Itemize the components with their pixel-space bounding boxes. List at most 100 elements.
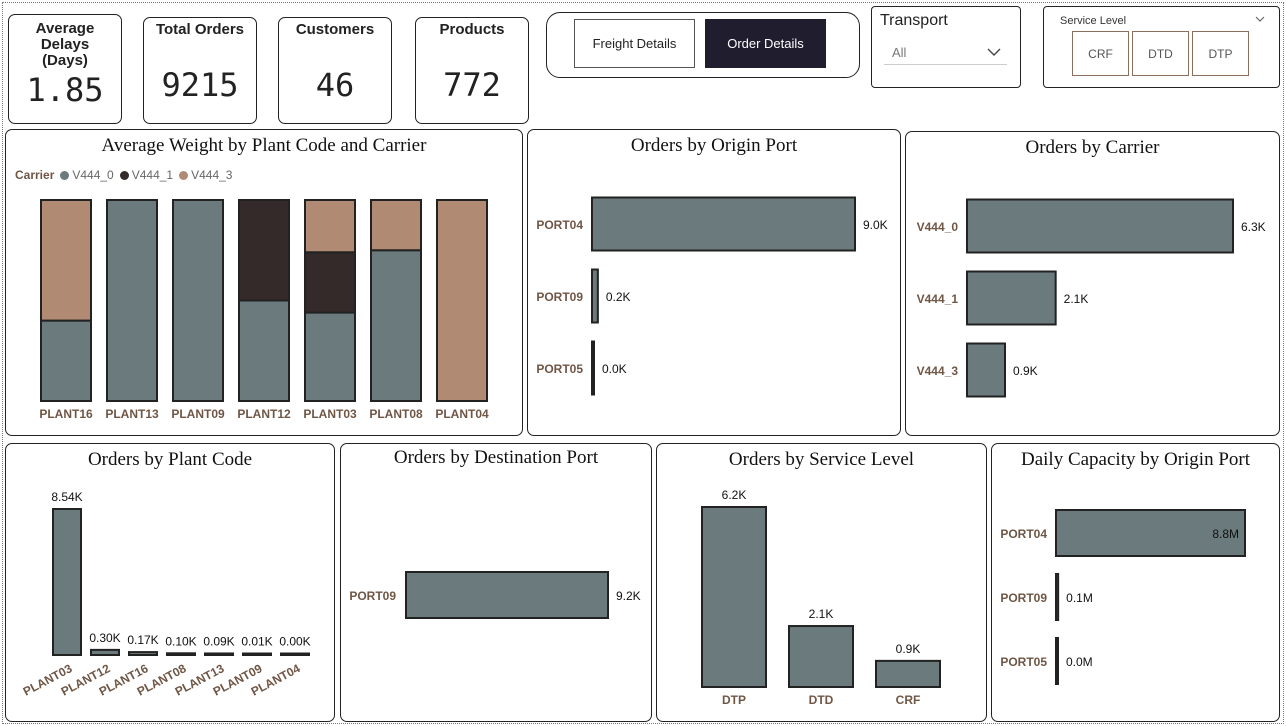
data-label: 8.8M	[1212, 527, 1239, 541]
kpi-card-total-orders: Total Orders 9215	[143, 17, 257, 124]
kpi-label: Total Orders	[155, 21, 245, 38]
kpi-label: Customers	[295, 21, 375, 38]
kpi-card-avg-delays: Average Delays (Days) 1.85	[8, 14, 122, 124]
orders-origin-panel: Orders by Origin Port PORT04 9.0K PORT09 0.…	[527, 129, 901, 436]
freight-details-button[interactable]: Freight Details	[574, 19, 695, 68]
chart-title: Average Weight by Plant Code and Carrier	[101, 135, 427, 156]
bar-segment	[436, 199, 488, 402]
kpi-value: 46	[315, 66, 355, 104]
category-label: PLANT13	[105, 407, 159, 421]
category-label: PORT09	[1000, 591, 1047, 605]
bar-segment	[304, 199, 356, 254]
legend-item: V444_3	[179, 168, 232, 182]
data-label: 2.1K	[1064, 292, 1089, 306]
transport-dropdown[interactable]: All	[884, 38, 1007, 65]
bar	[591, 196, 856, 252]
chart-title: Daily Capacity by Origin Port	[1020, 449, 1251, 470]
data-label: 0.0M	[1066, 655, 1093, 669]
service-level-option-crf[interactable]: CRF	[1072, 31, 1129, 76]
daily-capacity-chart: PORT04 8.8M PORT09 0.1M PORT05 0.0M	[1000, 509, 1246, 685]
page-navigator: Freight Details Order Details	[546, 12, 860, 78]
category-label: CRF	[896, 693, 921, 707]
data-label: 0.9K	[896, 642, 921, 656]
data-label: 0.30K	[89, 631, 120, 645]
kpi-value: 772	[443, 66, 501, 104]
orders-dest-chart: PORT09 9.2K	[349, 571, 641, 619]
category-label: PLANT03	[303, 407, 357, 421]
data-label: 6.2K	[722, 488, 747, 502]
orders-service-panel: Orders by Service Level 6.2K DTP 2.1K DTD 0.…	[656, 443, 987, 722]
orders-dest-panel: Orders by Destination Port PORT09 9.2K	[340, 443, 652, 722]
data-label: 0.01K	[241, 635, 272, 649]
chevron-down-icon[interactable]	[1255, 16, 1265, 23]
data-label: 8.54K	[51, 490, 82, 504]
service-level-option-dtd[interactable]: DTD	[1132, 31, 1189, 76]
legend-item: V444_1	[119, 168, 173, 182]
bar-segment	[172, 199, 224, 402]
category-label: V444_3	[917, 364, 959, 378]
bar-segment	[370, 249, 422, 402]
bar-segment	[304, 311, 356, 402]
bar	[1055, 509, 1246, 557]
orders-carrier-panel: Orders by Carrier V444_0 6.3K V444_1 2.1K V4…	[905, 131, 1280, 436]
daily-capacity-panel: Daily Capacity by Origin Port PORT04 8.8M…	[991, 443, 1280, 722]
kpi-label: Average Delays (Days)	[35, 20, 95, 69]
order-details-button[interactable]: Order Details	[705, 19, 826, 68]
chevron-down-icon	[987, 48, 1001, 56]
bar	[966, 198, 1234, 254]
service-level-slicer: Service Level CRF DTD DTP	[1043, 6, 1280, 88]
chart-title: Orders by Origin Port	[630, 135, 798, 156]
category-label: PLANT12	[237, 407, 291, 421]
category-label: PORT05	[536, 362, 583, 376]
bar	[90, 648, 120, 657]
bar	[166, 652, 196, 657]
bar-segment	[238, 299, 290, 402]
category-label: V444_0	[917, 220, 959, 234]
service-level-option-dtp[interactable]: DTP	[1192, 31, 1249, 76]
avg-weight-chart: PLANT16 PLANT13 PLANT09 PLANT12 PLANT03 PLANT…	[39, 199, 489, 421]
bar-segment	[370, 199, 422, 252]
chart-title: Orders by Plant Code	[87, 449, 253, 470]
category-label: V444_1	[917, 292, 959, 306]
bar	[204, 652, 234, 657]
bar	[966, 342, 1006, 398]
data-label: 0.10K	[165, 634, 196, 648]
category-label: PORT09	[349, 589, 396, 603]
orders-carrier-chart: V444_0 6.3K V444_1 2.1K V444_3 0.9K	[917, 198, 1266, 398]
bar	[1055, 573, 1060, 621]
category-label: PORT04	[536, 218, 583, 232]
kpi-value: 9215	[161, 66, 239, 104]
bar	[701, 506, 767, 688]
orders-service-chart: 6.2K DTP 2.1K DTD 0.9K CRF	[701, 488, 941, 707]
bar	[1055, 637, 1059, 685]
category-label: PLANT09	[171, 407, 225, 421]
legend-title: Carrier	[15, 168, 55, 182]
orders-origin-chart: PORT04 9.0K PORT09 0.2K PORT05 0.0K	[536, 196, 888, 396]
bar	[280, 652, 310, 656]
chart-title: Orders by Carrier	[1025, 137, 1160, 158]
transport-slicer-title: Transport	[880, 12, 948, 29]
orders-plant-panel: Orders by Plant Code 8.54K PLANT03 0.30K PL…	[5, 443, 335, 722]
bar-segment	[238, 199, 290, 302]
bar	[405, 571, 609, 619]
orders-plant-chart: 8.54KPLANT030.30KPLANT120.17KPLANT160.10…	[21, 490, 311, 699]
bar	[591, 268, 599, 324]
chart-legend: Carrier V444_0 V444_1 V444_3	[15, 168, 232, 182]
service-level-title: Service Level	[1060, 15, 1127, 27]
kpi-card-customers: Customers 46	[278, 17, 392, 124]
data-label: 0.2K	[606, 290, 631, 304]
bar	[788, 625, 854, 688]
data-label: 0.00K	[279, 635, 310, 649]
bar	[875, 659, 941, 689]
avg-weight-panel: Average Weight by Plant Code and Carrier…	[5, 129, 523, 436]
data-label: 9.2K	[616, 589, 641, 603]
kpi-label: Products	[439, 21, 505, 38]
bar-segment	[40, 199, 92, 322]
category-label: PLANT04	[435, 407, 489, 421]
bar	[966, 270, 1057, 326]
chart-title: Orders by Service Level	[728, 449, 915, 470]
bar	[52, 508, 82, 656]
category-label: DTD	[809, 693, 834, 707]
category-label: PLANT08	[369, 407, 423, 421]
transport-slicer: Transport All	[871, 6, 1021, 88]
